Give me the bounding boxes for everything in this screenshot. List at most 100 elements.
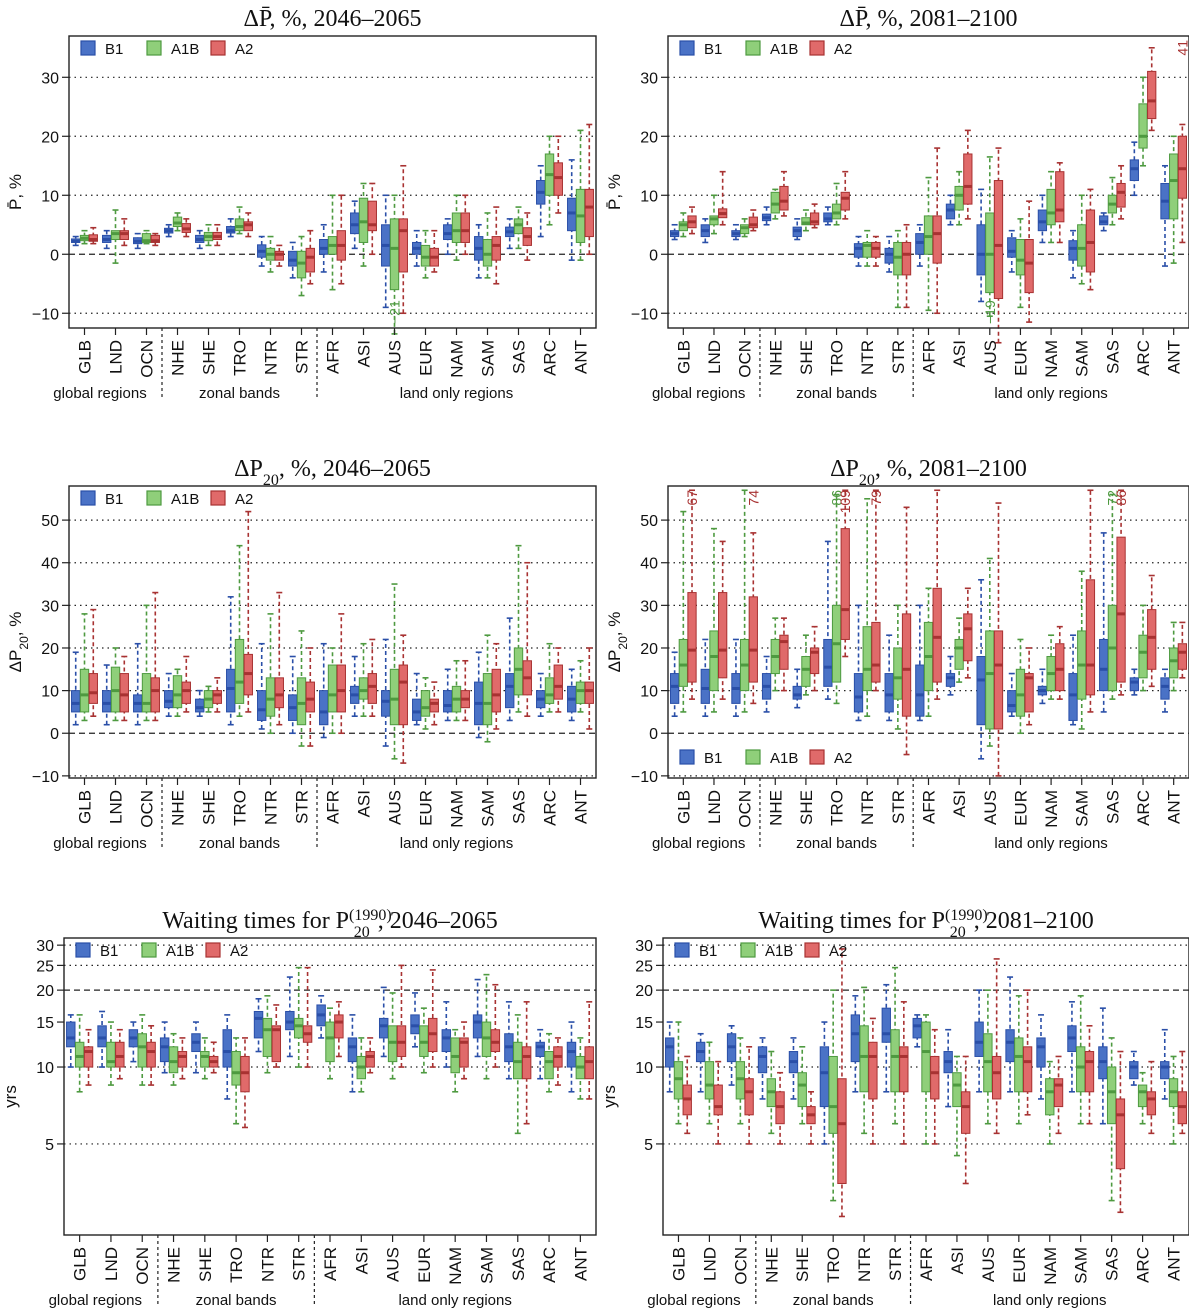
box-A1B	[952, 1072, 962, 1108]
box-A2	[899, 1046, 909, 1093]
chart-title: Waiting times for P(1990) 20 , 2046–2065	[162, 907, 497, 941]
box-A2	[83, 1046, 94, 1068]
box-B1	[226, 668, 236, 713]
legend-label: A1B	[171, 491, 199, 508]
x-tick-label: AFR	[920, 790, 939, 824]
y-label-subscript: 20	[17, 636, 31, 650]
out-of-range-annotation: 67	[684, 490, 700, 506]
box-B1	[819, 1046, 830, 1108]
plot-frame	[63, 937, 597, 1236]
box-B1	[505, 673, 515, 709]
x-tick-label: ARC	[1134, 340, 1153, 376]
x-tick-label: ANT	[1165, 340, 1184, 374]
box-A1B	[1046, 188, 1056, 226]
box-A1B	[544, 1051, 554, 1080]
box-B1	[1160, 1061, 1170, 1080]
box-A1B	[921, 1021, 931, 1093]
legend-swatch-A1B	[146, 40, 162, 56]
y-label-part: , %	[6, 612, 25, 637]
box-A1B	[1169, 647, 1179, 679]
box-A2	[718, 592, 728, 679]
box-A1B	[1076, 1046, 1086, 1093]
box-B1	[195, 698, 205, 713]
y-tick-label: 0	[50, 726, 59, 743]
box-B1	[97, 1025, 107, 1048]
x-tick-label: TRO	[231, 790, 250, 826]
box-A1B	[137, 1033, 147, 1068]
box-A1B	[678, 638, 688, 687]
y-tick-label: −10	[32, 769, 59, 786]
y-tick-label: 20	[41, 129, 59, 146]
box-A2	[963, 613, 973, 662]
x-tick-label: GLB	[71, 1247, 90, 1281]
box-A1B	[1014, 1037, 1024, 1093]
y-axis-label: yrs	[1, 1085, 20, 1108]
box-A2	[584, 681, 594, 704]
box-A2	[748, 216, 758, 229]
y-tick-label: 10	[635, 1060, 653, 1077]
box-B1	[71, 690, 81, 713]
box-A1B	[389, 218, 400, 291]
box-A2	[150, 677, 160, 713]
x-tick-label: OCN	[736, 790, 755, 828]
x-tick-label: NHE	[169, 340, 188, 376]
x-tick-label: LND	[107, 790, 126, 824]
y-axis-label: ΔP20, %	[6, 612, 31, 673]
box-A1B	[1077, 224, 1087, 267]
x-tick-label: TRO	[828, 790, 847, 826]
box-A1B	[389, 668, 400, 726]
box-A1B	[420, 690, 431, 717]
x-tick-label: SHE	[196, 1247, 215, 1282]
box-B1	[1007, 237, 1017, 258]
y-label-part: , %	[605, 612, 624, 637]
box-A1B	[74, 1041, 85, 1068]
x-tick-label: AUS	[981, 790, 1000, 825]
box-A2	[932, 587, 942, 683]
box-A2	[1147, 70, 1157, 120]
box-A2	[119, 673, 129, 713]
box-B1	[412, 698, 422, 721]
box-A2	[1116, 182, 1126, 208]
x-tick-label: ANT	[572, 340, 591, 374]
box-A2	[993, 180, 1004, 300]
y-tick-label: 40	[640, 556, 658, 573]
x-tick-label: ASI	[355, 340, 374, 367]
box-B1	[669, 673, 680, 704]
box-B1	[347, 1037, 358, 1063]
x-tick-label: AUS	[384, 1247, 403, 1282]
box-A2	[181, 681, 191, 704]
x-tick-label: OCN	[736, 340, 755, 378]
box-A2	[687, 592, 697, 683]
x-tick-label: SAM	[1073, 790, 1092, 827]
x-tick-label: ANT	[572, 790, 591, 824]
plot-frame	[667, 485, 1189, 779]
title-part: , %, 2046–2065	[279, 456, 431, 482]
box-A2	[1053, 1078, 1064, 1108]
x-tick-label: STR	[293, 790, 312, 824]
group-label: land only regions	[994, 385, 1107, 402]
box-B1	[1068, 240, 1078, 261]
box-A2	[365, 1051, 375, 1068]
group-label: zonal bands	[796, 835, 877, 852]
group-label: zonal bands	[793, 1292, 874, 1309]
group-label: zonal bands	[199, 835, 280, 852]
box-A1B	[234, 218, 245, 232]
box-A2	[744, 1078, 754, 1116]
chart-title: ΔP̄, %, 2081–2100	[839, 6, 1017, 32]
y-tick-label: −10	[32, 306, 59, 323]
legend-label: A2	[834, 750, 852, 767]
title-subscript: 20	[859, 472, 875, 489]
y-tick-label: 20	[41, 641, 59, 658]
group-label: zonal bands	[796, 385, 877, 402]
chart-title: Waiting times for P(1990) 20 , 2081–2100	[758, 907, 1093, 941]
box-A2	[930, 1055, 940, 1100]
box-A2	[1055, 171, 1065, 223]
x-tick-label: NTR	[858, 790, 877, 825]
out-of-range-annotation: 79	[868, 490, 884, 506]
legend-swatch-A1B	[141, 942, 157, 958]
plot-frame	[68, 485, 597, 779]
box-A1B	[1106, 1066, 1117, 1125]
x-tick-label: SAS	[510, 790, 529, 824]
